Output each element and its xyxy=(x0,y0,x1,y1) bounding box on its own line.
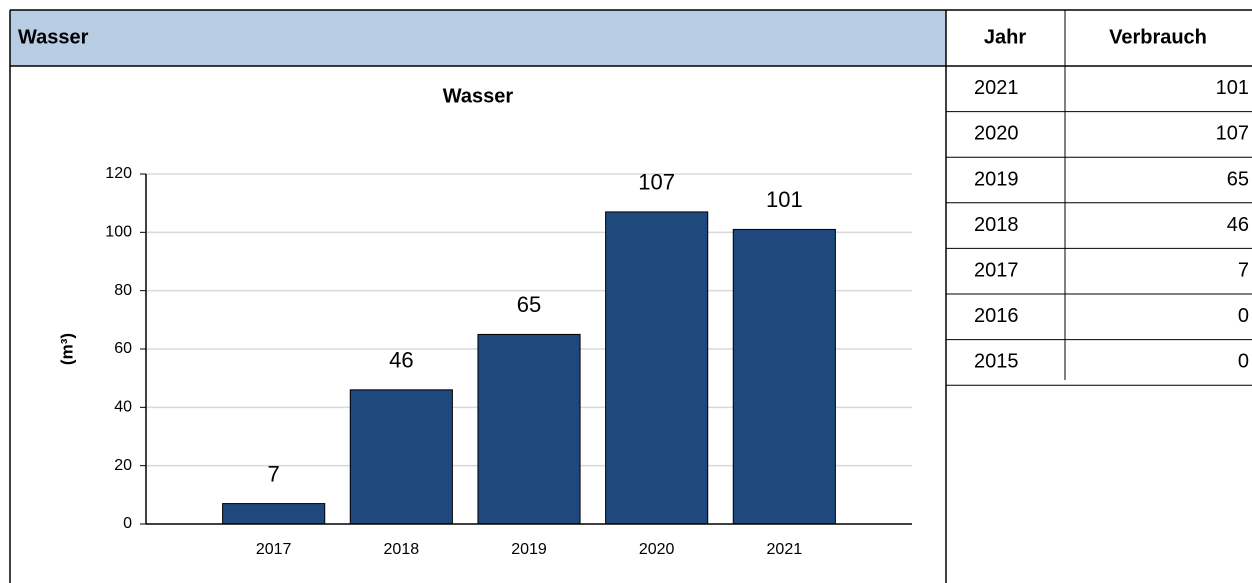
table-header: Jahr xyxy=(984,26,1026,48)
y-tick-label: 80 xyxy=(114,282,132,299)
data-label: 65 xyxy=(517,292,541,317)
table-header: Verbrauch xyxy=(1109,26,1207,48)
panel-title: Wasser xyxy=(18,26,89,48)
y-tick-label: 100 xyxy=(105,224,132,241)
data-label: 46 xyxy=(389,348,413,373)
bar xyxy=(605,211,709,525)
table-cell: 0 xyxy=(1238,305,1249,327)
y-tick-label: 40 xyxy=(114,399,132,416)
table-cell: 0 xyxy=(1238,351,1249,373)
table-cell: 2021 xyxy=(974,77,1019,99)
table-cell: 2015 xyxy=(974,351,1019,373)
panel-header xyxy=(10,10,946,66)
table-cell: 65 xyxy=(1227,168,1249,190)
data-label: 107 xyxy=(638,170,675,195)
table-cell: 101 xyxy=(1216,77,1249,99)
x-tick-label: 2021 xyxy=(767,541,803,558)
y-tick-label: 120 xyxy=(105,165,132,182)
table-cell: 46 xyxy=(1227,214,1249,236)
chart-title: Wasser xyxy=(443,85,514,107)
table-cell: 7 xyxy=(1238,259,1249,281)
x-tick-label: 2020 xyxy=(639,541,675,558)
bar xyxy=(477,333,581,525)
x-tick-label: 2019 xyxy=(511,541,547,558)
y-tick-label: 20 xyxy=(114,457,132,474)
y-tick-label: 0 xyxy=(123,515,132,532)
y-axis-label: (m³) xyxy=(57,333,76,365)
table-cell: 2017 xyxy=(974,259,1019,281)
data-label: 101 xyxy=(766,187,803,212)
table-cell: 2020 xyxy=(974,123,1019,145)
x-tick-label: 2017 xyxy=(256,541,292,558)
x-tick-label: 2018 xyxy=(384,541,420,558)
y-tick-label: 60 xyxy=(114,340,132,357)
bar xyxy=(222,503,326,525)
table-cell: 2019 xyxy=(974,168,1019,190)
bar xyxy=(732,228,836,525)
table-cell: 2016 xyxy=(974,305,1019,327)
bar xyxy=(349,389,453,525)
table-cell: 107 xyxy=(1216,123,1249,145)
table-cell: 2018 xyxy=(974,214,1019,236)
data-label: 7 xyxy=(268,461,280,486)
